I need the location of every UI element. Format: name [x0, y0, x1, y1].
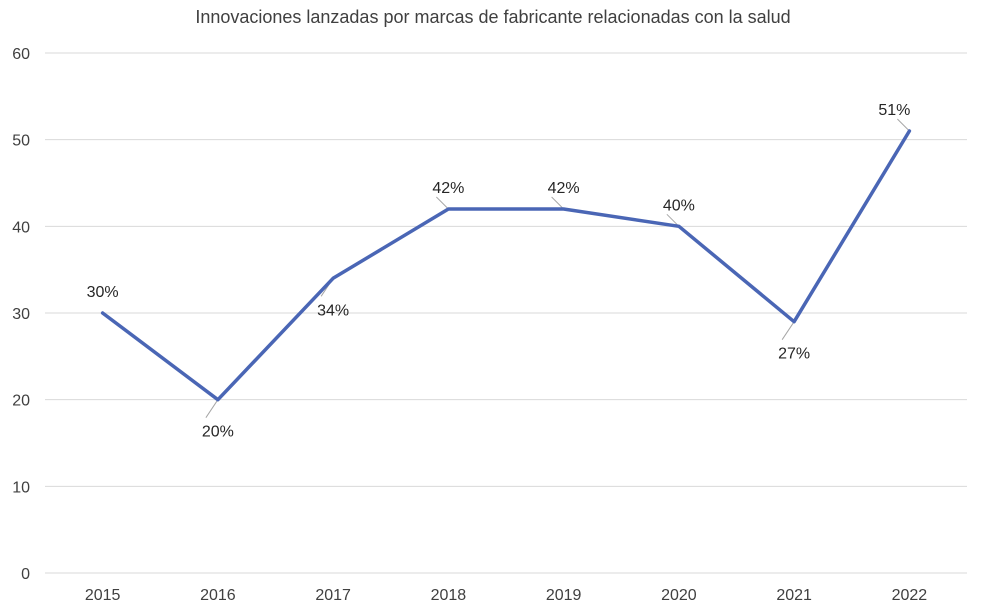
label-leader-lines — [205, 118, 910, 418]
x-tick-label: 2016 — [200, 587, 236, 604]
x-tick-label: 2019 — [546, 587, 582, 604]
data-label: 34% — [317, 302, 349, 319]
label-leader-line — [781, 321, 795, 340]
series — [100, 129, 912, 402]
x-tick-label: 2022 — [892, 587, 928, 604]
x-tick-label: 2015 — [85, 587, 121, 604]
label-leader-line — [205, 399, 219, 418]
y-axis: 0 10 20 30 40 50 60 — [12, 46, 30, 583]
data-label: 42% — [432, 180, 464, 197]
y-tick-label: 10 — [12, 479, 30, 496]
data-label: 51% — [878, 102, 910, 119]
x-tick-label: 2017 — [315, 587, 351, 604]
y-tick-label: 60 — [12, 46, 30, 63]
x-tick-label: 2020 — [661, 587, 697, 604]
y-tick-label: 50 — [12, 133, 30, 150]
data-label: 40% — [663, 197, 695, 214]
y-tick-label: 20 — [12, 393, 30, 410]
series-line — [100, 129, 912, 402]
data-label: 20% — [202, 424, 234, 441]
data-label: 42% — [548, 180, 580, 197]
y-tick-label: 40 — [12, 219, 30, 236]
y-tick-label: 0 — [21, 566, 30, 583]
label-leader-line — [551, 196, 564, 210]
data-label: 27% — [778, 346, 810, 363]
data-labels: 30% 20% 34% 42% 42% 40% 27% 51% — [87, 102, 911, 441]
gridlines — [45, 52, 967, 574]
y-tick-label: 30 — [12, 306, 30, 323]
chart-title: Innovaciones lanzadas por marcas de fabr… — [195, 7, 790, 27]
label-leader-line — [436, 196, 449, 210]
x-axis: 2015 2016 2017 2018 2019 2020 2021 2022 — [85, 587, 927, 604]
data-label: 30% — [87, 284, 119, 301]
x-tick-label: 2021 — [776, 587, 812, 604]
label-leader-line — [897, 118, 910, 132]
x-tick-label: 2018 — [431, 587, 467, 604]
